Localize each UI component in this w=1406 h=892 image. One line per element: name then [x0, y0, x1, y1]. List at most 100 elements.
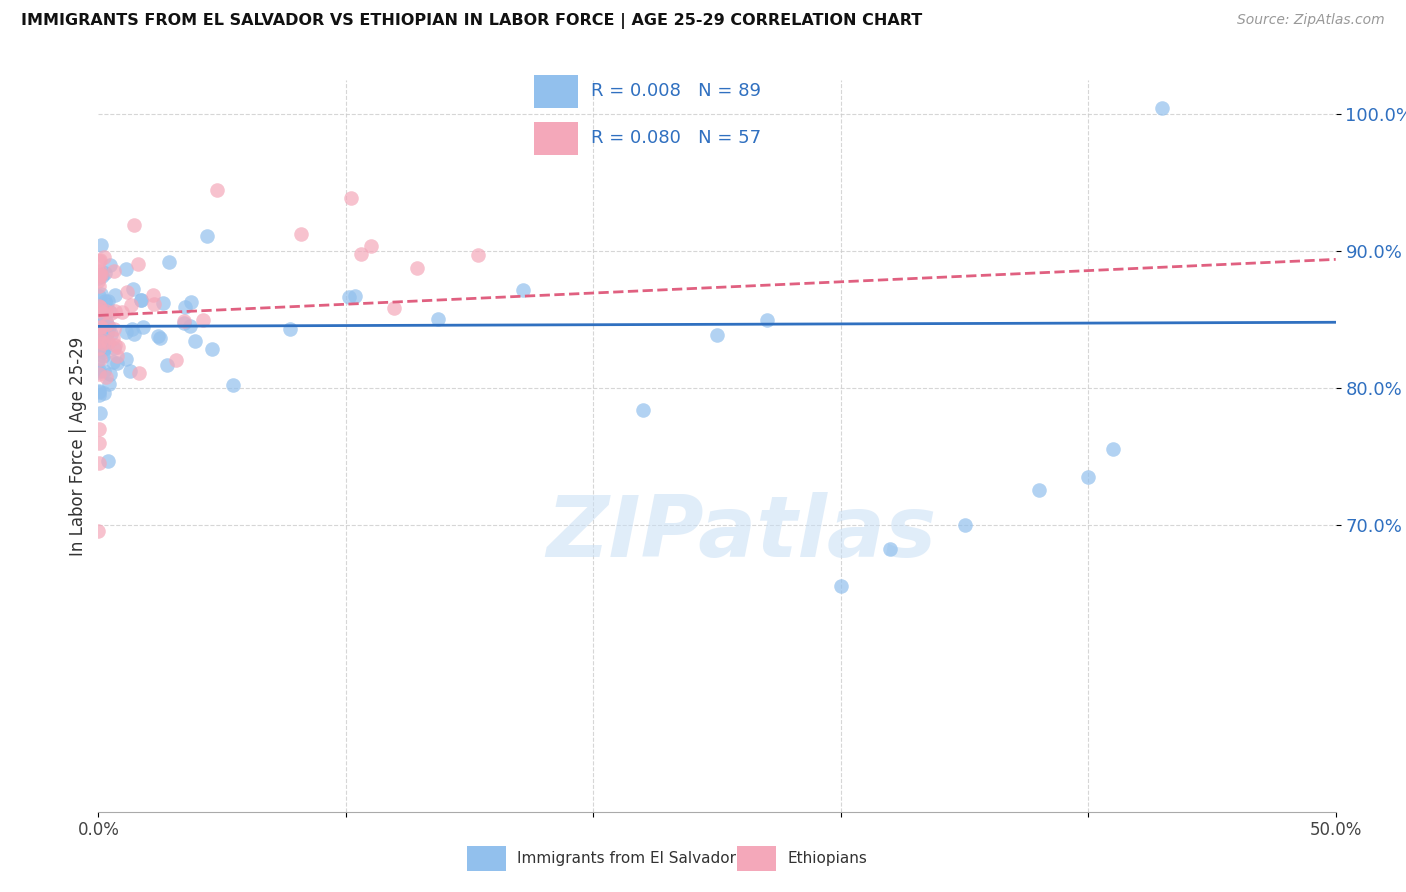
Point: [87, 268, 110, 283]
Point: [94, 314, 117, 328]
Point: [98, 258, 121, 272]
Point: [105, 349, 128, 363]
Point: [89, 388, 111, 402]
Point: [94, 296, 117, 310]
Point: [90, 287, 112, 301]
Point: [105, 356, 128, 370]
Point: [87, 435, 110, 450]
Point: [755, 313, 778, 327]
Text: IMMIGRANTS FROM EL SALVADOR VS ETHIOPIAN IN LABOR FORCE | AGE 25-29 CORRELATION : IMMIGRANTS FROM EL SALVADOR VS ETHIOPIAN…: [21, 13, 922, 29]
Point: [120, 298, 142, 312]
FancyBboxPatch shape: [534, 75, 578, 108]
Point: [173, 317, 195, 331]
Point: [205, 183, 228, 197]
Point: [1077, 469, 1099, 483]
Point: [350, 247, 373, 261]
Point: [155, 358, 177, 372]
Point: [131, 293, 153, 307]
Point: [98, 376, 121, 391]
Point: [100, 326, 122, 341]
Point: [87, 254, 110, 268]
FancyBboxPatch shape: [737, 847, 776, 871]
Point: [98, 367, 121, 381]
FancyBboxPatch shape: [534, 122, 578, 155]
Point: [89, 343, 111, 357]
Point: [93, 250, 115, 264]
Point: [89, 299, 111, 313]
Point: [157, 255, 180, 269]
Point: [121, 321, 143, 335]
Point: [191, 313, 214, 327]
Point: [340, 191, 363, 205]
Point: [89, 300, 111, 314]
Point: [91, 349, 114, 363]
Point: [104, 288, 127, 302]
Y-axis label: In Labor Force | Age 25-29: In Labor Force | Age 25-29: [69, 336, 87, 556]
Point: [830, 579, 852, 593]
Point: [406, 260, 429, 275]
Point: [91, 268, 114, 283]
Text: R = 0.080   N = 57: R = 0.080 N = 57: [591, 129, 761, 147]
Point: [96, 326, 118, 340]
Point: [91, 313, 114, 327]
Point: [89, 351, 111, 366]
Point: [344, 289, 367, 303]
Point: [89, 301, 111, 315]
Point: [953, 517, 976, 532]
Point: [382, 301, 405, 315]
Point: [426, 312, 449, 326]
Point: [124, 219, 146, 233]
Point: [90, 237, 112, 252]
Point: [87, 318, 110, 333]
Point: [195, 229, 218, 244]
Point: [222, 378, 245, 392]
Point: [173, 313, 195, 327]
Point: [91, 316, 114, 330]
Point: [97, 454, 120, 468]
Point: [98, 319, 121, 334]
Point: [115, 285, 138, 299]
Point: [87, 365, 110, 379]
Point: [93, 386, 115, 401]
Point: [142, 287, 165, 301]
Point: [87, 328, 110, 343]
Point: [87, 332, 110, 346]
Point: [87, 318, 110, 332]
Point: [87, 456, 110, 470]
Point: [173, 301, 195, 315]
Point: [93, 342, 115, 356]
Point: [90, 319, 112, 334]
Point: [87, 278, 110, 293]
Point: [118, 364, 141, 378]
Point: [107, 340, 129, 354]
Point: [89, 319, 111, 334]
Point: [94, 303, 117, 318]
Point: [201, 342, 224, 356]
Point: [89, 267, 111, 281]
Point: [97, 335, 120, 350]
Point: [91, 334, 114, 348]
Point: [89, 341, 111, 355]
Point: [87, 288, 110, 302]
Point: [115, 351, 138, 366]
Point: [97, 293, 120, 308]
Point: [89, 268, 111, 283]
Point: [87, 524, 110, 539]
Point: [96, 317, 118, 331]
Point: [87, 367, 110, 381]
Point: [360, 239, 382, 253]
Point: [91, 344, 114, 359]
Point: [706, 328, 728, 343]
Point: [87, 303, 110, 318]
Point: [103, 341, 125, 355]
Point: [879, 542, 901, 557]
Point: [87, 384, 110, 398]
Text: Ethiopians: Ethiopians: [787, 851, 868, 866]
Point: [132, 319, 155, 334]
Text: Source: ZipAtlas.com: Source: ZipAtlas.com: [1237, 13, 1385, 28]
Point: [94, 370, 117, 384]
Point: [127, 257, 149, 271]
Point: [87, 363, 110, 377]
Point: [91, 306, 114, 320]
Point: [149, 330, 172, 344]
